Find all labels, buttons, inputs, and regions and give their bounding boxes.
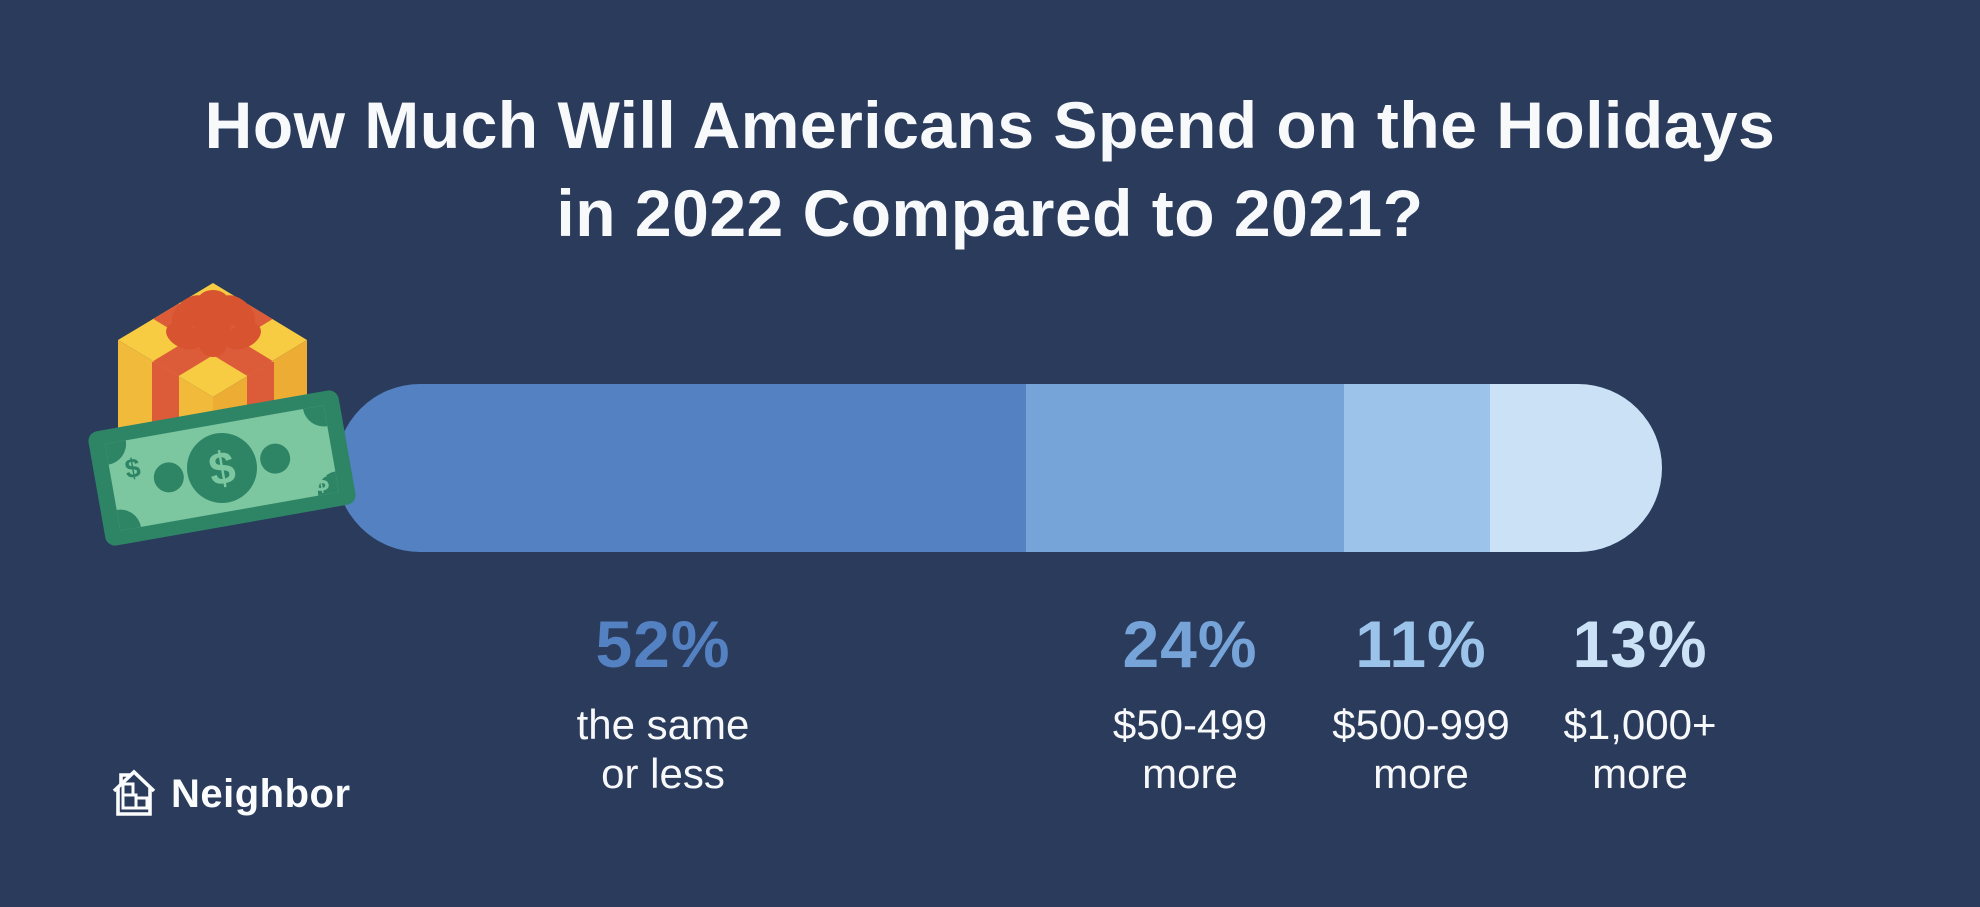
category-label: the same or less: [577, 700, 750, 798]
bar-segment-4: [1489, 384, 1662, 552]
percent-value-11: 11%: [1355, 607, 1487, 681]
category-label: $500-999 more: [1332, 700, 1510, 798]
bar-label-500-999-more: 11% $500-999 more: [1332, 608, 1510, 798]
percent-value-52: 52%: [595, 607, 731, 681]
bar-segment-3: [1343, 384, 1490, 552]
holiday-spending-illustration: $ $ $: [88, 283, 356, 546]
bar-label-50-499-more: 24% $50-499 more: [1113, 608, 1267, 798]
bar-segment-1: [336, 384, 1026, 552]
category-line: $500-999: [1332, 701, 1510, 748]
bar-label-same-or-less: 52% the same or less: [577, 608, 750, 798]
category-line: more: [1592, 750, 1688, 797]
page-title: How Much Will Americans Spend on the Hol…: [0, 82, 1980, 258]
dollar-bill-icon: $ $ $: [88, 390, 356, 546]
bar-segment-2: [1025, 384, 1344, 552]
category-line: $1,000+: [1563, 701, 1717, 748]
percent-value-13: 13%: [1572, 607, 1708, 681]
category-line: or less: [601, 750, 725, 797]
page-title-line1: How Much Will Americans Spend on the Hol…: [204, 88, 1776, 162]
category-label: $50-499 more: [1113, 700, 1267, 798]
percent-value-24: 24%: [1122, 607, 1258, 681]
category-label: $1,000+ more: [1564, 700, 1717, 798]
category-line: more: [1142, 750, 1238, 797]
category-line: the same: [576, 701, 750, 748]
category-line: $50-499: [1112, 701, 1268, 748]
bar-label-1000-plus-more: 13% $1,000+ more: [1564, 608, 1717, 798]
page-title-line2: in 2022 Compared to 2021?: [556, 175, 1424, 250]
dollar-sign-corner-tl: $: [123, 452, 143, 484]
stacked-bar: [336, 384, 1662, 552]
gift-bow-icon: [166, 290, 261, 357]
neighbor-house-icon: [112, 769, 156, 816]
neighbor-logo: Neighbor: [110, 768, 351, 820]
neighbor-logo-text: Neighbor: [171, 771, 351, 816]
category-line: more: [1373, 750, 1469, 797]
dollar-sign-corner-br: $: [311, 466, 331, 498]
